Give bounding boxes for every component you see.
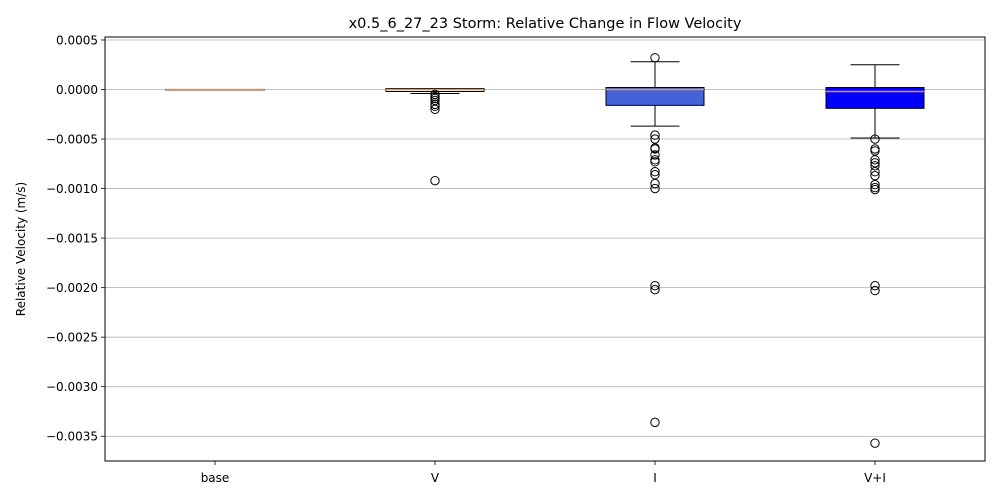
chart-title: x0.5_6_27_23 Storm: Relative Change in F… <box>349 16 742 32</box>
y-tick-label: −0.0010 <box>46 182 98 196</box>
outlier-point <box>650 53 660 63</box>
outlier-point <box>650 150 660 160</box>
outlier-point <box>650 178 660 189</box>
box-group-v <box>385 88 485 186</box>
box <box>605 87 705 106</box>
y-tick-label: −0.0035 <box>46 430 98 444</box>
outlier-point <box>650 155 660 165</box>
y-axis-label: Relative Velocity (m/s) <box>14 182 28 316</box>
outlier-point <box>870 155 880 165</box>
outlier-point <box>870 179 880 190</box>
y-tick-label: −0.0025 <box>46 331 98 345</box>
outlier-point <box>430 101 440 112</box>
y-tick-label: −0.0030 <box>46 380 98 394</box>
outlier-point <box>650 284 660 295</box>
boxes <box>165 53 925 448</box>
outlier-point <box>870 285 880 296</box>
box-group-i <box>605 53 705 428</box>
y-tick-label: −0.0020 <box>46 281 98 295</box>
x-tick-label: V+I <box>864 471 886 485</box>
plot-frame <box>104 36 986 462</box>
outlier-point <box>650 144 660 154</box>
outlier-point <box>430 104 440 115</box>
outlier-point <box>650 280 660 291</box>
outlier-point <box>870 144 880 154</box>
y-axis-ticks: 0.0005 0.0000 −0.0005 −0.0010 −0.0015 −0.0020… <box>46 33 105 444</box>
outlier-point <box>870 167 880 177</box>
outlier-point <box>650 417 660 428</box>
outlier-point <box>870 158 880 168</box>
x-tick-label: I <box>653 471 657 485</box>
y-tick-label: 0.0005 <box>56 33 98 47</box>
outlier-point <box>650 157 660 167</box>
y-tick-label: 0.0000 <box>56 83 98 97</box>
x-tick-label: base <box>201 471 230 485</box>
outlier-point <box>870 438 880 448</box>
outlier-point <box>650 134 660 144</box>
outlier-point <box>650 167 660 177</box>
x-tick-label: V <box>431 471 440 485</box>
outlier-point <box>870 134 880 144</box>
outlier-point <box>870 280 880 291</box>
outlier-point <box>430 175 440 186</box>
outlier-point <box>650 130 660 140</box>
outlier-point <box>870 161 880 171</box>
y-tick-label: −0.0005 <box>46 133 98 147</box>
outlier-point <box>870 184 880 195</box>
box-group-base <box>165 88 265 91</box>
outlier-point <box>870 146 880 156</box>
box-group-v-i <box>825 64 925 448</box>
outlier-point <box>650 170 660 180</box>
outlier-point <box>870 170 880 181</box>
box <box>825 87 925 109</box>
x-axis-ticks: base V I V+I <box>201 461 886 485</box>
outlier-point <box>650 183 660 194</box>
outlier-point <box>430 95 440 106</box>
y-tick-label: −0.0015 <box>46 232 98 246</box>
